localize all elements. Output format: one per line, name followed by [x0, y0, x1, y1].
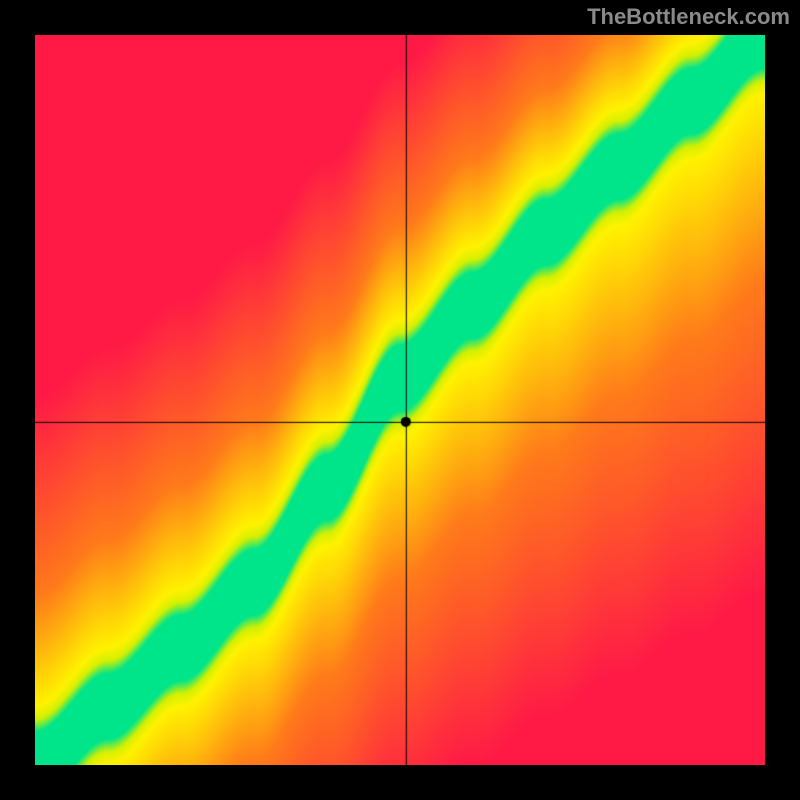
- chart-container: TheBottleneck.com: [0, 0, 800, 800]
- watermark-text: TheBottleneck.com: [587, 4, 790, 30]
- heatmap-canvas: [35, 35, 765, 765]
